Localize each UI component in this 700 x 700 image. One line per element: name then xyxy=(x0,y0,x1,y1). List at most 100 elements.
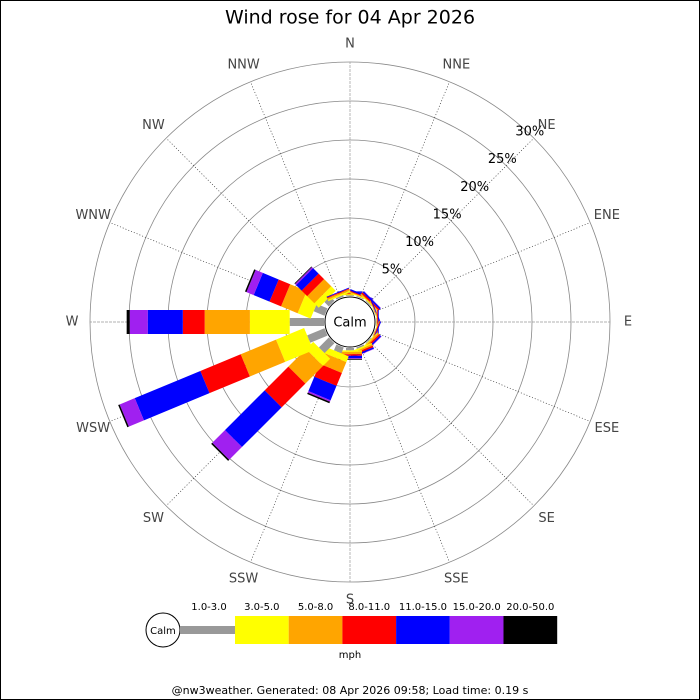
bar-segment xyxy=(356,344,365,349)
r-tick-label: 25% xyxy=(488,152,517,167)
bar-segment xyxy=(365,300,372,307)
bar-segment xyxy=(365,337,372,344)
direction-label: WNW xyxy=(75,208,111,223)
bar-segment xyxy=(296,268,319,291)
footer: @nw3weather. Generated: 08 Apr 2026 09:5… xyxy=(172,684,529,697)
r-tick-label: 15% xyxy=(433,207,462,222)
bar-segment xyxy=(182,310,205,334)
bar-segment xyxy=(119,398,144,427)
spoke xyxy=(373,331,591,422)
bars xyxy=(118,266,382,461)
bar-segment xyxy=(240,339,286,377)
bar-segment xyxy=(307,279,332,304)
calm-circle xyxy=(324,296,376,348)
bar-segment xyxy=(335,295,344,300)
bar-segment xyxy=(269,279,291,307)
bar-segment xyxy=(333,344,344,354)
legend-swatch xyxy=(235,616,289,644)
bar-segment xyxy=(313,303,328,316)
bar-segment xyxy=(307,392,330,404)
bar-segment xyxy=(372,328,376,336)
direction-label: SW xyxy=(143,511,164,526)
legend-label: 8.0-11.0 xyxy=(348,602,390,613)
bar-segment xyxy=(326,287,350,298)
direction-label: S xyxy=(346,593,354,608)
bar-segment xyxy=(129,310,148,334)
bar-segment xyxy=(308,376,337,401)
direction-label: NE xyxy=(538,118,556,133)
bar-segment xyxy=(326,288,350,299)
bar-segment xyxy=(372,308,376,316)
legend: Calm 1.0-3.0 3.0-5.0 5.0-8.0 8.0-11.0 11.0-15… xyxy=(145,602,558,648)
spoke xyxy=(373,222,591,313)
bar-segment xyxy=(126,310,130,334)
bar-segment xyxy=(338,350,362,352)
spoke xyxy=(359,345,450,563)
r-tick-label: 10% xyxy=(405,235,434,250)
r-tick-label: 20% xyxy=(460,180,489,195)
bar-segment xyxy=(327,289,350,300)
bar-segment xyxy=(294,266,312,284)
bar-segment xyxy=(318,337,335,354)
direction-label: ESE xyxy=(594,421,619,436)
bar-segment xyxy=(204,310,250,334)
bar-segment xyxy=(327,290,351,302)
legend-swatch xyxy=(180,626,235,634)
bar-segment xyxy=(134,371,210,421)
bar-segment xyxy=(314,363,342,386)
bar-segment xyxy=(281,284,307,314)
legend-label: 11.0-15.0 xyxy=(399,602,447,613)
bar-segment xyxy=(362,291,381,310)
bar-segment xyxy=(212,430,242,460)
bar-segment xyxy=(289,318,324,326)
bar-segment xyxy=(346,348,354,351)
direction-label: NNE xyxy=(443,58,471,73)
calm-label: Calm xyxy=(333,316,366,331)
chart-title: Wind rose for 04 Apr 2026 xyxy=(225,7,475,29)
bar-segment xyxy=(275,328,314,362)
bar-segment xyxy=(211,442,230,461)
legend-label: 5.0-8.0 xyxy=(298,602,333,613)
direction-label: NW xyxy=(142,118,165,133)
direction-label: N xyxy=(345,37,355,52)
bar-segment xyxy=(363,290,382,309)
bar-segment xyxy=(224,390,282,448)
bar-segment xyxy=(246,269,263,296)
r-tick-label: 5% xyxy=(382,263,403,278)
bar-segment xyxy=(356,295,364,300)
bar-segment xyxy=(288,348,324,384)
legend-label: 15.0-20.0 xyxy=(453,602,501,613)
unit-label: mph xyxy=(339,650,361,661)
bar-segment xyxy=(338,351,362,355)
spoke xyxy=(368,137,535,304)
bar-segment xyxy=(314,286,336,308)
direction-label: E xyxy=(624,315,632,330)
legend-calm-label: Calm xyxy=(150,626,176,637)
direction-label: ENE xyxy=(594,208,620,223)
direction-label: SSE xyxy=(444,571,469,586)
legend-swatch xyxy=(396,616,450,644)
bar-segment xyxy=(346,295,354,296)
spoke xyxy=(368,340,535,507)
bar-segment xyxy=(253,272,279,302)
direction-label: NNW xyxy=(227,58,259,73)
bar-segment xyxy=(307,391,331,402)
direction-label: SE xyxy=(538,511,554,526)
bar-segment xyxy=(324,347,349,363)
direction-label: SSW xyxy=(229,571,259,586)
legend-swatch xyxy=(342,616,397,644)
bar-segment xyxy=(295,267,314,286)
bar-segment xyxy=(360,332,378,350)
bar-segment xyxy=(245,269,256,293)
legend-swatch xyxy=(449,616,504,644)
direction-label: WSW xyxy=(76,421,110,436)
legend-swatch xyxy=(288,616,343,644)
direction-label: W xyxy=(66,315,79,330)
spoke xyxy=(359,81,450,299)
legend-label: 3.0-5.0 xyxy=(244,602,279,613)
legend-label: 20.0-50.0 xyxy=(506,602,554,613)
spoke xyxy=(250,81,341,299)
bar-segment xyxy=(118,404,129,428)
r-tick-label: 30% xyxy=(515,125,544,140)
bar-segment xyxy=(200,354,250,394)
